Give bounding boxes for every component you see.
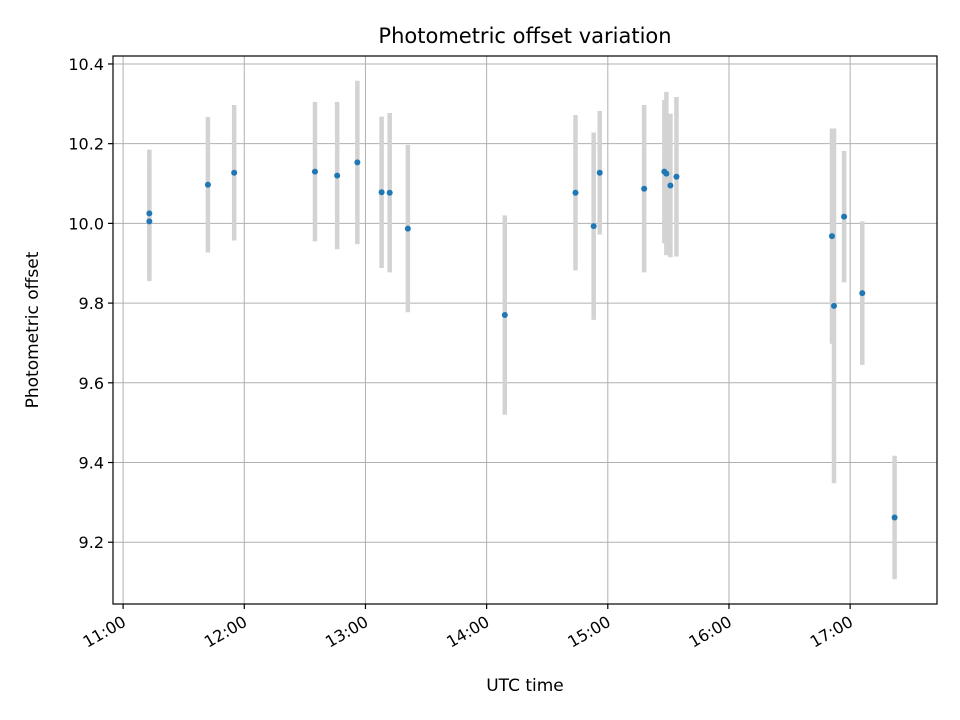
data-point <box>378 189 385 196</box>
x-tick-label: 13:00 <box>322 612 371 652</box>
data-point <box>146 210 153 217</box>
grid-lines <box>113 56 937 604</box>
data-point <box>386 189 393 196</box>
data-point <box>501 312 508 319</box>
data-point <box>204 181 211 188</box>
data-point <box>354 159 361 166</box>
data-point <box>311 168 318 175</box>
data-point <box>334 172 341 179</box>
x-tick-label: 12:00 <box>201 612 250 652</box>
data-point <box>590 223 597 230</box>
data-point <box>667 182 674 189</box>
y-tick-label: 9.8 <box>79 294 104 313</box>
data-point <box>641 185 648 192</box>
x-tick-label: 11:00 <box>80 612 129 652</box>
data-point <box>841 213 848 220</box>
x-axis-ticks: 11:00 12:00 13:00 14:00 15:00 16:00 17:00 <box>80 604 856 652</box>
y-tick-label: 10.0 <box>68 214 104 233</box>
y-tick-label: 9.6 <box>79 374 104 393</box>
x-tick-label: 17:00 <box>807 612 856 652</box>
y-tick-label: 10.4 <box>68 55 104 74</box>
data-point <box>891 514 898 521</box>
x-axis-label: UTC time <box>486 676 564 696</box>
data-point <box>828 233 835 240</box>
data-point <box>663 170 670 177</box>
data-point <box>572 189 579 196</box>
data-point <box>231 169 238 176</box>
plot-frame <box>112 55 938 605</box>
x-tick-label: 14:00 <box>443 612 492 652</box>
data-point <box>831 302 837 309</box>
data-point <box>404 225 411 232</box>
y-tick-label: 9.4 <box>79 454 104 473</box>
data-point <box>146 218 153 225</box>
y-axis-ticks: 9.2 9.4 9.6 9.8 10.0 10.2 10.4 <box>68 55 113 552</box>
y-tick-label: 9.2 <box>79 533 104 552</box>
x-tick-label: 15:00 <box>564 612 613 652</box>
plot-area <box>113 56 937 604</box>
data-points <box>146 159 898 521</box>
x-tick-label: 16:00 <box>686 612 735 652</box>
data-point <box>673 173 680 180</box>
data-point <box>596 169 603 176</box>
chart-title: Photometric offset variation <box>378 24 671 48</box>
data-point <box>859 290 866 297</box>
y-tick-label: 10.2 <box>68 135 104 154</box>
y-axis-label: Photometric offset <box>23 251 43 408</box>
